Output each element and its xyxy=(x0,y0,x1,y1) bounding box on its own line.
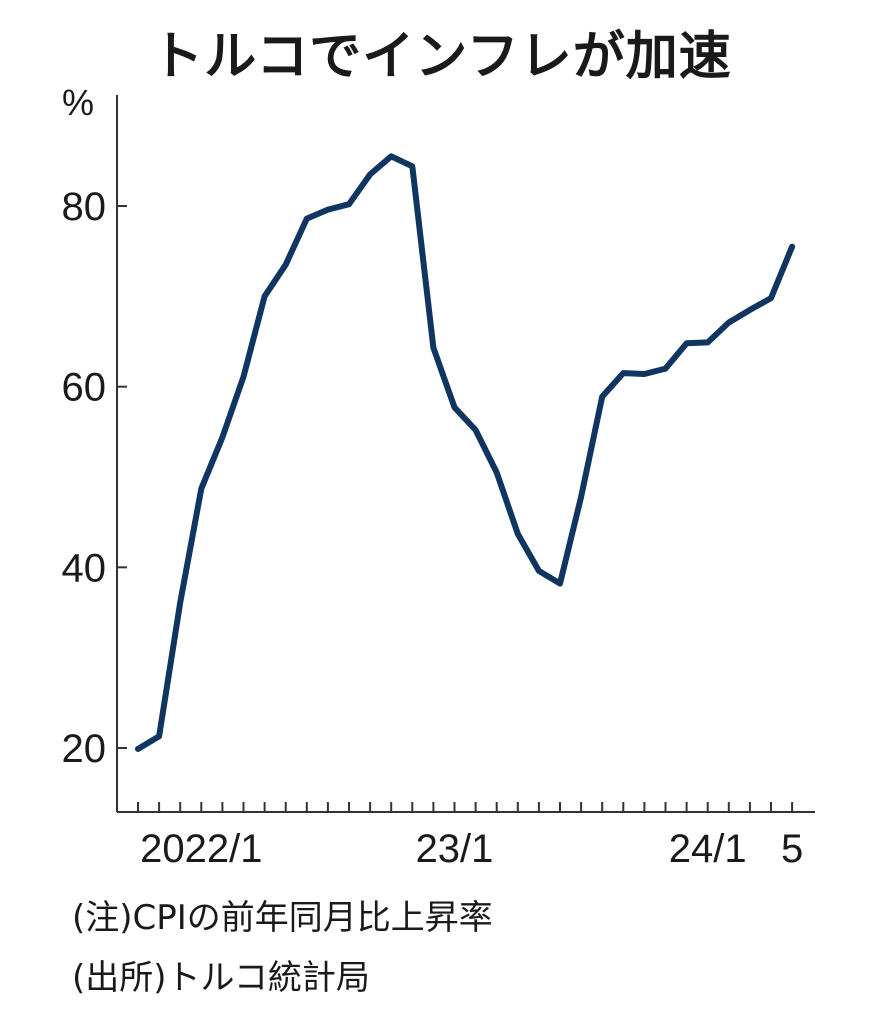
footnote: (注)CPIの前年同月比上昇率 xyxy=(72,898,493,938)
chart-title: トルコでインフレが加速 xyxy=(151,27,732,87)
series xyxy=(135,153,796,752)
x-tick-label: 5 xyxy=(781,827,803,871)
source-note: (出所)トルコ統計局 xyxy=(72,958,370,998)
y-tick-label: 60 xyxy=(62,366,107,410)
y-tick-label: 20 xyxy=(62,727,107,771)
x-tick-label: 24/1 xyxy=(669,827,747,871)
x-tick-label: 23/1 xyxy=(416,827,494,871)
y-ticks: 20 40 60 80 xyxy=(62,185,127,771)
x-ticks: 2022/1 23/1 24/1 5 xyxy=(137,802,803,871)
y-axis-unit: % xyxy=(62,82,95,123)
y-tick-label: 40 xyxy=(62,546,107,590)
chart-axes xyxy=(116,95,815,813)
y-tick-label: 80 xyxy=(62,185,107,229)
cpi-line xyxy=(135,153,796,752)
x-tick-label: 2022/1 xyxy=(140,827,262,871)
